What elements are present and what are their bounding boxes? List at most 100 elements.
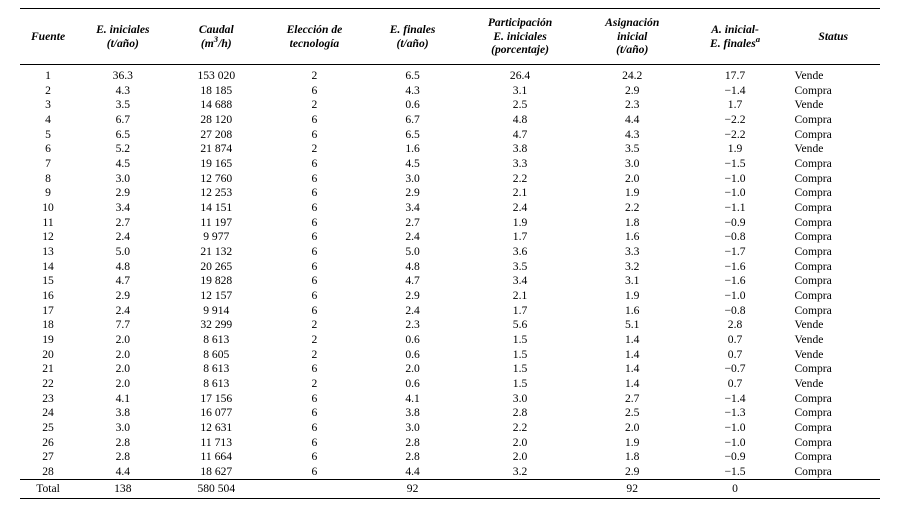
col-caudal: Caudal(m3/h) xyxy=(170,9,263,65)
cell-asig: 24.2 xyxy=(581,65,684,84)
cell-e_ini: 36.3 xyxy=(76,65,169,84)
cell-tec: 6 xyxy=(263,157,366,172)
cell-fuente: 12 xyxy=(20,230,76,245)
cell-caudal: 12 157 xyxy=(170,289,263,304)
cell-part: 3.3 xyxy=(459,157,581,172)
cell-tec: 2 xyxy=(263,377,366,392)
cell-status: Compra xyxy=(786,303,880,318)
cell-part: 3.0 xyxy=(459,391,581,406)
total-status xyxy=(786,480,880,499)
cell-fuente: 21 xyxy=(20,362,76,377)
col-tec: Elección detecnología xyxy=(263,9,366,65)
cell-e_fin: 0.6 xyxy=(366,333,459,348)
table-row: 136.3153 02026.526.424.217.7Vende xyxy=(20,65,880,84)
cell-fuente: 7 xyxy=(20,157,76,172)
cell-e_fin: 3.8 xyxy=(366,406,459,421)
cell-tec: 6 xyxy=(263,201,366,216)
cell-part: 3.2 xyxy=(459,465,581,480)
cell-e_fin: 2.3 xyxy=(366,318,459,333)
col-diff: A. inicial-E. finalesa xyxy=(684,9,787,65)
cell-fuente: 25 xyxy=(20,421,76,436)
cell-e_ini: 3.4 xyxy=(76,201,169,216)
cell-status: Compra xyxy=(786,245,880,260)
cell-caudal: 9 977 xyxy=(170,230,263,245)
cell-status: Compra xyxy=(786,215,880,230)
cell-tec: 6 xyxy=(263,259,366,274)
cell-e_ini: 2.9 xyxy=(76,289,169,304)
cell-fuente: 27 xyxy=(20,450,76,465)
cell-status: Compra xyxy=(786,391,880,406)
col-part: ParticipaciónE. iniciales(porcentaje) xyxy=(459,9,581,65)
cell-part: 3.6 xyxy=(459,245,581,260)
cell-diff: −2.2 xyxy=(684,113,787,128)
cell-e_fin: 4.8 xyxy=(366,259,459,274)
cell-part: 2.1 xyxy=(459,289,581,304)
cell-caudal: 12 760 xyxy=(170,171,263,186)
cell-diff: −1.0 xyxy=(684,421,787,436)
cell-asig: 1.4 xyxy=(581,347,684,362)
cell-e_fin: 0.6 xyxy=(366,98,459,113)
cell-diff: 17.7 xyxy=(684,65,787,84)
cell-part: 4.8 xyxy=(459,113,581,128)
cell-part: 2.8 xyxy=(459,406,581,421)
cell-tec: 6 xyxy=(263,274,366,289)
cell-diff: −1.0 xyxy=(684,186,787,201)
cell-tec: 6 xyxy=(263,215,366,230)
cell-status: Compra xyxy=(786,421,880,436)
cell-diff: 1.9 xyxy=(684,142,787,157)
cell-fuente: 9 xyxy=(20,186,76,201)
total-part xyxy=(459,480,581,499)
cell-tec: 2 xyxy=(263,347,366,362)
cell-part: 4.7 xyxy=(459,127,581,142)
table-row: 154.719 82864.73.43.1−1.6Compra xyxy=(20,274,880,289)
cell-e_ini: 2.0 xyxy=(76,377,169,392)
cell-e_fin: 0.6 xyxy=(366,347,459,362)
cell-fuente: 2 xyxy=(20,83,76,98)
cell-part: 3.4 xyxy=(459,274,581,289)
cell-asig: 3.2 xyxy=(581,259,684,274)
table-row: 65.221 87421.63.83.51.9Vende xyxy=(20,142,880,157)
cell-asig: 2.2 xyxy=(581,201,684,216)
cell-caudal: 12 631 xyxy=(170,421,263,436)
cell-part: 2.0 xyxy=(459,450,581,465)
cell-e_fin: 6.5 xyxy=(366,65,459,84)
cell-caudal: 19 165 xyxy=(170,157,263,172)
cell-caudal: 11 664 xyxy=(170,450,263,465)
cell-asig: 1.6 xyxy=(581,230,684,245)
total-diff: 0 xyxy=(684,480,787,499)
table-row: 144.820 26564.83.53.2−1.6Compra xyxy=(20,259,880,274)
cell-tec: 2 xyxy=(263,65,366,84)
cell-status: Compra xyxy=(786,186,880,201)
cell-fuente: 18 xyxy=(20,318,76,333)
cell-e_fin: 3.4 xyxy=(366,201,459,216)
cell-diff: −1.4 xyxy=(684,83,787,98)
cell-caudal: 19 828 xyxy=(170,274,263,289)
total-e_ini: 138 xyxy=(76,480,169,499)
cell-fuente: 3 xyxy=(20,98,76,113)
col-fuente: Fuente xyxy=(20,9,76,65)
cell-asig: 3.0 xyxy=(581,157,684,172)
cell-part: 1.7 xyxy=(459,303,581,318)
cell-asig: 1.9 xyxy=(581,186,684,201)
cell-part: 1.5 xyxy=(459,347,581,362)
cell-part: 2.4 xyxy=(459,201,581,216)
cell-status: Vende xyxy=(786,65,880,84)
cell-fuente: 28 xyxy=(20,465,76,480)
col-e_fin: E. finales(t/año) xyxy=(366,9,459,65)
cell-fuente: 20 xyxy=(20,347,76,362)
cell-tec: 6 xyxy=(263,450,366,465)
cell-status: Compra xyxy=(786,450,880,465)
cell-fuente: 1 xyxy=(20,65,76,84)
cell-fuente: 24 xyxy=(20,406,76,421)
cell-status: Compra xyxy=(786,274,880,289)
cell-e_ini: 6.7 xyxy=(76,113,169,128)
cell-e_ini: 2.4 xyxy=(76,303,169,318)
cell-e_fin: 3.0 xyxy=(366,171,459,186)
cell-part: 2.2 xyxy=(459,421,581,436)
cell-asig: 2.9 xyxy=(581,465,684,480)
cell-e_fin: 2.8 xyxy=(366,450,459,465)
cell-part: 26.4 xyxy=(459,65,581,84)
table-row: 74.519 16564.53.33.0−1.5Compra xyxy=(20,157,880,172)
cell-tec: 6 xyxy=(263,186,366,201)
cell-status: Compra xyxy=(786,171,880,186)
